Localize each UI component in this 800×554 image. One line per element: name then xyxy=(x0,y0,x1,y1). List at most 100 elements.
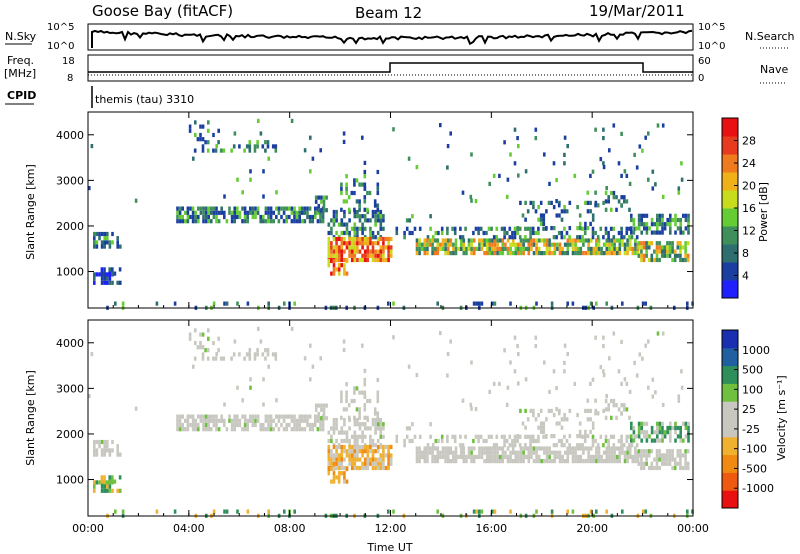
velocity-cell xyxy=(569,450,572,455)
velocity-cell xyxy=(366,444,370,450)
power-cell xyxy=(632,222,636,227)
power-cell xyxy=(656,213,659,218)
power-cell xyxy=(658,249,661,254)
power-cell xyxy=(176,219,179,224)
power-cell xyxy=(194,210,197,215)
velocity-cell xyxy=(684,465,687,471)
velocity-cell xyxy=(93,448,96,453)
power-cell xyxy=(353,207,356,212)
power-cell xyxy=(647,131,650,136)
velocity-cell xyxy=(483,459,486,464)
velocity-cell xyxy=(108,448,112,453)
power-cell xyxy=(444,238,447,243)
velocity-cell xyxy=(327,466,331,472)
power-cell xyxy=(261,144,265,149)
power-cell xyxy=(415,242,419,247)
velocity-cell xyxy=(529,408,533,413)
power-cell xyxy=(376,257,380,263)
velocity-cell xyxy=(511,446,515,451)
velocity-cell xyxy=(534,417,538,422)
velocity-cell xyxy=(379,426,383,431)
velocity-cell xyxy=(532,408,535,413)
power-cell xyxy=(542,213,546,218)
power-cell xyxy=(236,210,239,215)
power-cell xyxy=(493,246,497,251)
power-cell xyxy=(532,242,536,247)
power-cell xyxy=(316,210,320,215)
power-cell xyxy=(524,217,527,222)
power-cell xyxy=(215,144,218,149)
power-cell xyxy=(194,219,197,224)
power-cell xyxy=(673,253,677,258)
velocity-cell xyxy=(355,386,359,391)
power-cell xyxy=(513,127,517,132)
power-cell xyxy=(100,280,104,285)
power-cell xyxy=(379,253,383,258)
power-cell xyxy=(437,230,440,236)
velocity-cell xyxy=(374,417,377,423)
power-cell xyxy=(361,253,364,258)
power-cell xyxy=(314,214,317,220)
velocity-cell xyxy=(343,430,346,435)
power-cell xyxy=(618,238,622,243)
velocity-cell xyxy=(233,422,236,428)
velocity-cell xyxy=(622,443,626,448)
power-cell xyxy=(199,210,203,215)
colorbar-swatch xyxy=(722,190,738,209)
power-cell xyxy=(661,230,664,235)
velocity-cell xyxy=(374,430,377,435)
power-cell xyxy=(418,246,421,251)
power-cell xyxy=(106,236,109,241)
velocity-cell xyxy=(194,328,197,333)
power-cell xyxy=(93,276,96,281)
velocity-cell xyxy=(197,414,200,419)
power-cell xyxy=(356,209,359,215)
power-cell xyxy=(589,221,592,226)
velocity-cell xyxy=(363,394,367,399)
power-cell xyxy=(361,230,364,236)
velocity-cell xyxy=(436,454,440,459)
velocity-cell xyxy=(626,446,629,451)
velocity-cell xyxy=(550,434,553,439)
velocity-cell xyxy=(656,438,659,443)
power-cell xyxy=(332,249,336,254)
power-cell xyxy=(379,222,383,227)
velocity-cell xyxy=(350,398,354,404)
velocity-cell xyxy=(332,479,336,484)
velocity-cell xyxy=(382,457,385,462)
power-cell xyxy=(301,210,304,215)
power-cell xyxy=(236,177,239,182)
power-cell xyxy=(637,217,641,223)
power-cell xyxy=(581,235,584,240)
power-cell xyxy=(671,217,675,223)
power-cell xyxy=(207,206,210,211)
power-cell xyxy=(509,246,512,251)
velocity-cell xyxy=(382,465,385,471)
power-cell xyxy=(618,242,622,247)
power-cell xyxy=(461,190,465,195)
velocity-cell xyxy=(535,454,538,459)
velocity-cell xyxy=(343,465,346,471)
power-cell xyxy=(539,200,543,205)
velocity-cell xyxy=(228,414,231,419)
velocity-cell xyxy=(301,414,304,419)
power-cell xyxy=(337,263,341,268)
velocity-cell xyxy=(111,475,114,480)
power-cell xyxy=(374,218,377,223)
velocity-cell xyxy=(257,326,260,331)
velocity-cell xyxy=(517,381,520,386)
velocity-cell xyxy=(666,457,669,462)
velocity-cell xyxy=(444,446,447,451)
velocity-cell xyxy=(181,414,184,419)
power-cell xyxy=(259,219,262,224)
velocity-cell xyxy=(403,438,406,444)
power-cell xyxy=(674,213,677,218)
velocity-cell xyxy=(637,461,641,466)
power-cell xyxy=(293,301,296,306)
power-cell xyxy=(376,236,380,242)
power-cell xyxy=(361,245,364,250)
velocity-cell xyxy=(103,488,106,493)
velocity-cell xyxy=(676,461,680,466)
velocity-cell xyxy=(485,459,489,464)
